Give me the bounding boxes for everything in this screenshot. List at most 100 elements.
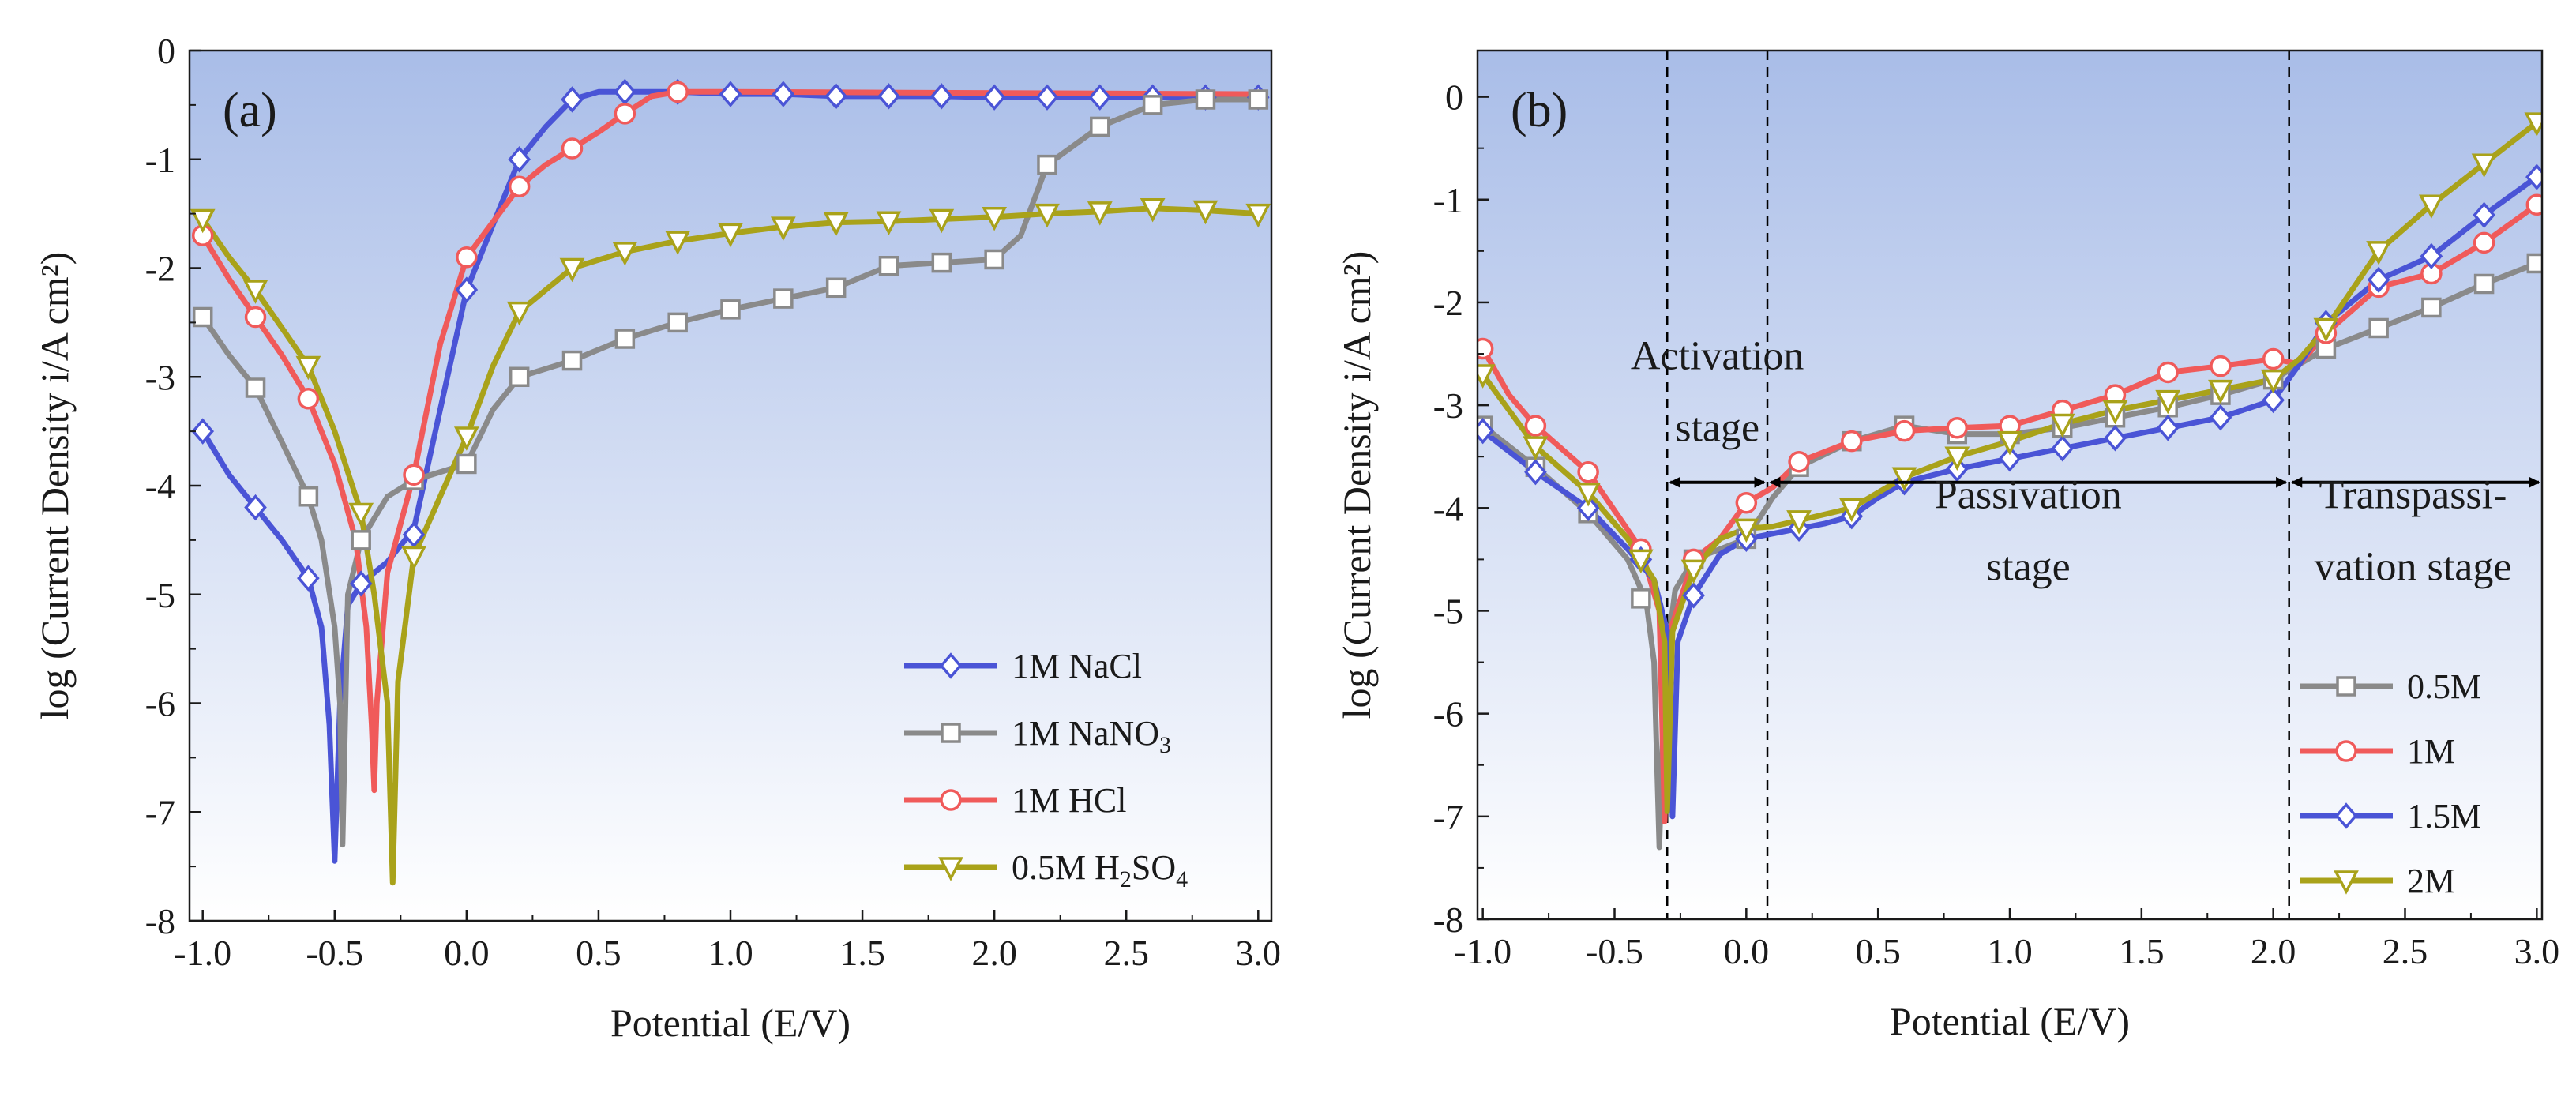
data-point-1m-8 [1893,419,1916,442]
legend-marker-0-5m-h2so4 [938,857,963,881]
data-point-1m-nacl-10 [719,81,742,107]
y-tick-label: 0 [157,31,175,71]
y-axis-label: log (Current Density i/A cm²) [32,252,77,720]
data-point-1-5m-0 [1478,417,1494,445]
data-point-2m-5 [1733,518,1759,543]
legend-marker-0-5m [2336,676,2356,697]
data-point-0-5m-17 [2368,317,2389,339]
x-tick-label: 3.0 [1236,933,1282,973]
data-point-1-5m-4 [1682,582,1705,609]
series-group [190,78,1271,886]
x-tick-label: 0.5 [1855,931,1901,971]
data-point-1m-hcl-8 [667,81,689,103]
x-axis-label: Potential (E/V) [1890,999,2130,1043]
annotation-passivation: Passivation [1935,472,2122,517]
x-tick-label: 2.5 [2383,931,2428,971]
legend-label-0-5m: 0.5M [2407,667,2481,706]
legend-label-1m: 1M [2407,732,2455,771]
data-point-0-5m-h2so4-3 [348,502,374,528]
data-point-1m-hcl-6 [561,137,584,160]
data-point-2m-19 [2471,153,2497,178]
y-tick-label: -1 [145,140,175,180]
data-point-1m-14 [2210,355,2232,377]
data-point-0-5m-h2so4-18 [1140,197,1166,223]
y-tick-label: -7 [145,792,175,832]
data-point-0-5m-h2so4-15 [982,207,1008,231]
x-tick-label: -0.5 [1586,931,1643,971]
legend-label-1m-nano3: 1M NaNO3 [1012,714,1171,758]
panel-label: (a) [223,84,277,137]
data-point-0-5m-h2so4-12 [823,212,849,237]
data-point-1m-nacl-2 [297,565,320,592]
data-point-1-5m-18 [2420,242,2443,270]
data-point-0-5m-h2so4-10 [718,223,743,248]
annotation-activation: Activation [1631,334,1804,379]
data-point-1m-nacl-4 [402,521,426,548]
data-point-0-5m-h2so4-1 [242,280,268,304]
data-point-1m-nacl-11 [772,81,795,107]
legend-marker-1-5m [2334,802,2358,829]
y-axis-label: log (Current Density i/A cm²) [1335,251,1379,719]
legend-marker-1m-hcl [940,789,962,811]
y-tick-label: -5 [1433,591,1463,631]
data-point-1m-0 [1478,337,1494,360]
data-point-1m-nacl-7 [561,86,584,113]
data-point-0-5m-h2so4-20 [1245,203,1271,228]
x-axis-label: Potential (E/V) [610,1001,851,1045]
data-point-1m-nano3-10 [720,299,741,320]
data-point-1m-nacl-5 [455,276,479,303]
legend-marker-1m-nano3 [941,723,961,743]
data-point-1m-hcl-1 [244,306,267,329]
x-tick-label: 3.0 [2514,931,2560,971]
plot-background [190,51,1271,921]
x-tick-label: -1.0 [1454,931,1511,971]
data-point-1m-nano3-14 [931,252,952,273]
data-point-0-5m-19 [2473,273,2495,295]
data-point-0-5m-h2so4-17 [1087,201,1113,226]
annotation-vation-stage: vation stage [2315,544,2512,589]
data-point-0-5m-h2so4-13 [876,211,902,236]
data-point-2m-10 [1997,430,2022,456]
data-point-1m-nacl-13 [877,83,900,110]
x-tick-label: 0.5 [576,933,621,973]
data-point-1m-nano3-17 [1090,116,1110,137]
data-point-1m-nacl-12 [824,83,847,110]
data-point-1m-nacl-17 [1088,84,1112,111]
data-point-0-5m-h2so4-5 [453,426,479,451]
data-point-0-5m-h2so4-16 [1035,203,1060,228]
x-tick-label: -1.0 [174,933,231,973]
data-point-1m-nano3-3 [351,530,371,550]
data-point-1m-nano3-7 [561,350,583,371]
series-line-1m [1480,201,2540,824]
annotation-stage: stage [1986,544,2071,589]
data-point-1m-hcl-3 [403,464,425,486]
data-point-1m-6 [1788,450,1810,473]
data-point-0-5m-h2so4-19 [1192,200,1219,225]
data-point-2m-7 [1838,498,1864,523]
data-point-1m-nano3-16 [1037,154,1057,175]
data-point-1m-nacl-3 [349,570,373,597]
y-tick-label: -5 [145,575,175,615]
chart-panel-b: Activation stage Passivation stage Transpass… [1335,49,2560,1043]
data-point-0-5m-h2so4-4 [401,546,426,571]
x-tick-label: -0.5 [306,933,363,973]
legend-label-0-5m-h2so4: 0.5M H2SO4 [1012,848,1188,892]
data-point-1-5m-2 [1576,494,1600,521]
data-point-1-5m-10 [1998,445,2022,472]
y-tick-label: -3 [1433,385,1463,426]
data-point-1m-19 [2473,231,2495,254]
data-point-0-5m-h2so4-7 [559,257,585,283]
data-point-0-5m-h2so4-11 [770,216,796,241]
data-point-1m-5 [1735,492,1758,514]
data-point-2m-4 [1680,559,1707,584]
data-point-1m-nano3-12 [825,277,847,299]
x-tick-label: 1.0 [1987,931,2033,971]
data-point-0-5m-h2so4-6 [506,301,532,326]
legend-marker-1m [2335,740,2357,762]
data-point-1m-nano3-15 [984,249,1004,270]
data-point-0-5m-h2so4-2 [295,355,321,381]
y-tick-label: -6 [1433,694,1463,734]
data-point-1m-nano3-6 [509,366,530,387]
data-point-1-5m-13 [2156,415,2180,441]
